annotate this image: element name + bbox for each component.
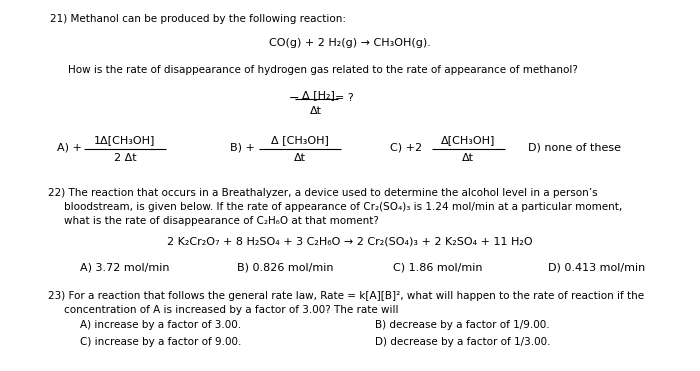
Text: Δt: Δt [294, 153, 306, 163]
Text: = ?: = ? [335, 93, 354, 103]
Text: A) +: A) + [57, 143, 82, 153]
Text: 23) For a reaction that follows the general rate law, Rate = k[A][B]², what will: 23) For a reaction that follows the gene… [48, 291, 644, 301]
Text: CO(g) + 2 H₂(g) → CH₃OH(g).: CO(g) + 2 H₂(g) → CH₃OH(g). [269, 38, 431, 48]
Text: D) decrease by a factor of 1/3.00.: D) decrease by a factor of 1/3.00. [375, 337, 550, 347]
Text: D) 0.413 mol/min: D) 0.413 mol/min [548, 263, 645, 273]
Text: C) +2: C) +2 [390, 143, 422, 153]
Text: How is the rate of disappearance of hydrogen gas related to the rate of appearan: How is the rate of disappearance of hydr… [68, 65, 578, 75]
Text: −: − [288, 92, 299, 105]
Text: bloodstream, is given below. If the rate of appearance of Cr₂(SO₄)₃ is 1.24 mol/: bloodstream, is given below. If the rate… [64, 202, 622, 212]
Text: Δt: Δt [310, 106, 322, 116]
Text: 2 K₂Cr₂O₇ + 8 H₂SO₄ + 3 C₂H₆O → 2 Cr₂(SO₄)₃ + 2 K₂SO₄ + 11 H₂O: 2 K₂Cr₂O₇ + 8 H₂SO₄ + 3 C₂H₆O → 2 Cr₂(SO… [167, 236, 533, 246]
Text: 21) Methanol can be produced by the following reaction:: 21) Methanol can be produced by the foll… [50, 14, 346, 24]
Text: concentration of A is increased by a factor of 3.00? The rate will: concentration of A is increased by a fac… [64, 305, 398, 315]
Text: Δ [CH₃OH]: Δ [CH₃OH] [271, 135, 329, 145]
Text: B) decrease by a factor of 1/9.00.: B) decrease by a factor of 1/9.00. [375, 320, 550, 330]
Text: D) none of these: D) none of these [528, 143, 622, 153]
Text: B) 0.826 mol/min: B) 0.826 mol/min [237, 263, 333, 273]
Text: C) 1.86 mol/min: C) 1.86 mol/min [393, 263, 482, 273]
Text: C) increase by a factor of 9.00.: C) increase by a factor of 9.00. [80, 337, 242, 347]
Text: 22) The reaction that occurs in a Breathalyzer, a device used to determine the a: 22) The reaction that occurs in a Breath… [48, 188, 598, 198]
Text: B) +: B) + [230, 143, 255, 153]
Text: 1Δ[CH₃OH]: 1Δ[CH₃OH] [94, 135, 155, 145]
Text: A) increase by a factor of 3.00.: A) increase by a factor of 3.00. [80, 320, 241, 330]
Text: Δ[CH₃OH]: Δ[CH₃OH] [441, 135, 495, 145]
Text: Δ [H₂]: Δ [H₂] [302, 90, 335, 100]
Text: 2 Δt: 2 Δt [113, 153, 136, 163]
Text: A) 3.72 mol/min: A) 3.72 mol/min [80, 263, 169, 273]
Text: what is the rate of disappearance of C₂H₆O at that moment?: what is the rate of disappearance of C₂H… [64, 216, 379, 226]
Text: Δt: Δt [462, 153, 474, 163]
